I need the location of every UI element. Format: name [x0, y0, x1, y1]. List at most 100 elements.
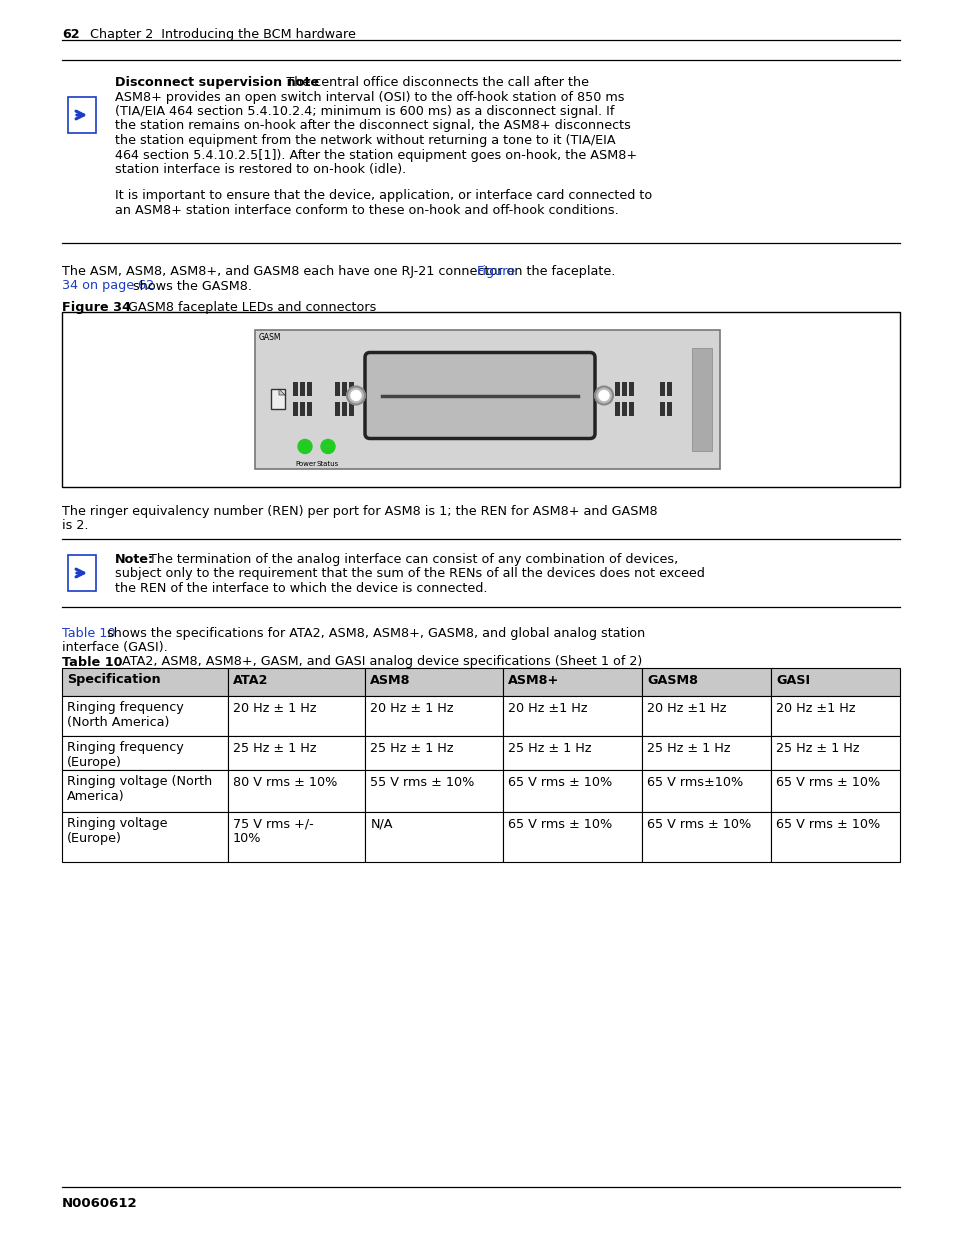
Bar: [349, 382, 354, 396]
Bar: [62, 695, 228, 736]
Bar: [307, 403, 312, 416]
Bar: [365, 667, 502, 695]
Text: 65 V rms ± 10%: 65 V rms ± 10%: [507, 818, 612, 830]
Bar: [349, 403, 354, 416]
Text: N/A: N/A: [370, 818, 393, 830]
Text: GASI: GASI: [775, 673, 809, 687]
Text: America): America): [67, 790, 125, 803]
Text: the station equipment from the network without returning a tone to it (TIA/EIA: the station equipment from the network w…: [115, 135, 615, 147]
Circle shape: [297, 440, 312, 453]
Text: Status: Status: [316, 461, 339, 467]
Text: 75 V rms +/-: 75 V rms +/-: [233, 818, 314, 830]
Text: : The central office disconnects the call after the: : The central office disconnects the cal…: [278, 77, 589, 89]
Text: The ringer equivalency number (REN) per port for ASM8 is 1; the REN for ASM8+ an: The ringer equivalency number (REN) per …: [62, 505, 657, 517]
Text: 65 V rms ± 10%: 65 V rms ± 10%: [646, 818, 750, 830]
Bar: [770, 667, 899, 695]
Bar: [770, 695, 899, 736]
Bar: [641, 769, 770, 811]
Bar: [621, 382, 626, 396]
Circle shape: [320, 440, 335, 453]
Text: GASM: GASM: [258, 333, 281, 342]
Bar: [341, 382, 347, 396]
Text: 65 V rms ± 10%: 65 V rms ± 10%: [507, 776, 612, 788]
Bar: [271, 389, 285, 409]
Bar: [335, 382, 339, 396]
Text: 20 Hz ± 1 Hz: 20 Hz ± 1 Hz: [370, 701, 454, 715]
FancyBboxPatch shape: [254, 330, 720, 468]
Text: Ringing voltage: Ringing voltage: [67, 818, 168, 830]
Text: interface (GASI).: interface (GASI).: [62, 641, 168, 655]
Text: 25 Hz ± 1 Hz: 25 Hz ± 1 Hz: [775, 741, 859, 755]
Text: an ASM8+ station interface conform to these on-hook and off-hook conditions.: an ASM8+ station interface conform to th…: [115, 204, 618, 217]
Text: 464 section 5.4.10.2.5[1]). After the station equipment goes on-hook, the ASM8+: 464 section 5.4.10.2.5[1]). After the st…: [115, 148, 637, 162]
Bar: [365, 769, 502, 811]
Text: is 2.: is 2.: [62, 519, 89, 532]
Bar: [628, 382, 634, 396]
Circle shape: [347, 387, 365, 405]
Bar: [62, 311, 899, 487]
Text: 25 Hz ± 1 Hz: 25 Hz ± 1 Hz: [370, 741, 454, 755]
Bar: [228, 811, 365, 862]
Text: Specification: Specification: [67, 673, 160, 687]
Text: GASM8: GASM8: [646, 673, 698, 687]
Bar: [659, 403, 664, 416]
Text: 25 Hz ± 1 Hz: 25 Hz ± 1 Hz: [507, 741, 591, 755]
Text: Ringing frequency: Ringing frequency: [67, 741, 184, 755]
Text: 20 Hz ±1 Hz: 20 Hz ±1 Hz: [775, 701, 855, 715]
Text: The ASM, ASM8, ASM8+, and GASM8 each have one RJ-21 connector on the faceplate.: The ASM, ASM8, ASM8+, and GASM8 each hav…: [62, 266, 618, 278]
Text: Figure 34: Figure 34: [62, 301, 131, 315]
Text: 65 V rms ± 10%: 65 V rms ± 10%: [775, 776, 880, 788]
Text: It is important to ensure that the device, application, or interface card connec: It is important to ensure that the devic…: [115, 189, 652, 203]
Bar: [666, 382, 671, 396]
Bar: [641, 667, 770, 695]
Bar: [628, 403, 634, 416]
Text: 80 V rms ± 10%: 80 V rms ± 10%: [233, 776, 337, 788]
Text: Power: Power: [294, 461, 315, 467]
Bar: [615, 382, 619, 396]
Bar: [365, 695, 502, 736]
Text: Table 10: Table 10: [62, 627, 115, 640]
Text: ASM8: ASM8: [370, 673, 411, 687]
Text: station interface is restored to on-hook (idle).: station interface is restored to on-hook…: [115, 163, 406, 177]
Text: GASM8 faceplate LEDs and connectors: GASM8 faceplate LEDs and connectors: [116, 301, 376, 315]
Bar: [293, 403, 297, 416]
Polygon shape: [278, 389, 285, 395]
Bar: [68, 98, 96, 133]
Bar: [691, 347, 711, 451]
Bar: [641, 695, 770, 736]
Bar: [621, 403, 626, 416]
Bar: [299, 382, 305, 396]
Text: ATA2, ASM8, ASM8+, GASM, and GASI analog device specifications (Sheet 1 of 2): ATA2, ASM8, ASM8+, GASM, and GASI analog…: [111, 656, 642, 668]
Text: 34 on page 62: 34 on page 62: [62, 279, 154, 293]
Bar: [341, 403, 347, 416]
Bar: [502, 811, 641, 862]
Bar: [770, 736, 899, 769]
Bar: [68, 555, 96, 592]
Bar: [299, 403, 305, 416]
Bar: [228, 769, 365, 811]
Bar: [228, 695, 365, 736]
FancyBboxPatch shape: [365, 352, 595, 438]
Bar: [641, 736, 770, 769]
Text: Table 10: Table 10: [62, 656, 122, 668]
Bar: [615, 403, 619, 416]
Text: 20 Hz ± 1 Hz: 20 Hz ± 1 Hz: [233, 701, 316, 715]
Bar: [365, 811, 502, 862]
Circle shape: [595, 387, 613, 405]
Text: 10%: 10%: [233, 832, 261, 845]
Text: ASM8+ provides an open switch interval (OSI) to the off-hook station of 850 ms: ASM8+ provides an open switch interval (…: [115, 90, 624, 104]
Text: Ringing frequency: Ringing frequency: [67, 701, 184, 715]
Text: shows the GASM8.: shows the GASM8.: [130, 279, 253, 293]
Text: subject only to the requirement that the sum of the RENs of all the devices does: subject only to the requirement that the…: [115, 568, 704, 580]
Text: 20 Hz ±1 Hz: 20 Hz ±1 Hz: [507, 701, 587, 715]
Text: 62: 62: [62, 28, 79, 41]
Text: 20 Hz ±1 Hz: 20 Hz ±1 Hz: [646, 701, 725, 715]
Bar: [335, 403, 339, 416]
Text: shows the specifications for ATA2, ASM8, ASM8+, GASM8, and global analog station: shows the specifications for ATA2, ASM8,…: [103, 627, 645, 640]
Bar: [365, 736, 502, 769]
Text: 25 Hz ± 1 Hz: 25 Hz ± 1 Hz: [646, 741, 730, 755]
Text: the station remains on-hook after the disconnect signal, the ASM8+ disconnects: the station remains on-hook after the di…: [115, 120, 630, 132]
Text: ASM8+: ASM8+: [507, 673, 558, 687]
Bar: [666, 403, 671, 416]
Bar: [62, 736, 228, 769]
